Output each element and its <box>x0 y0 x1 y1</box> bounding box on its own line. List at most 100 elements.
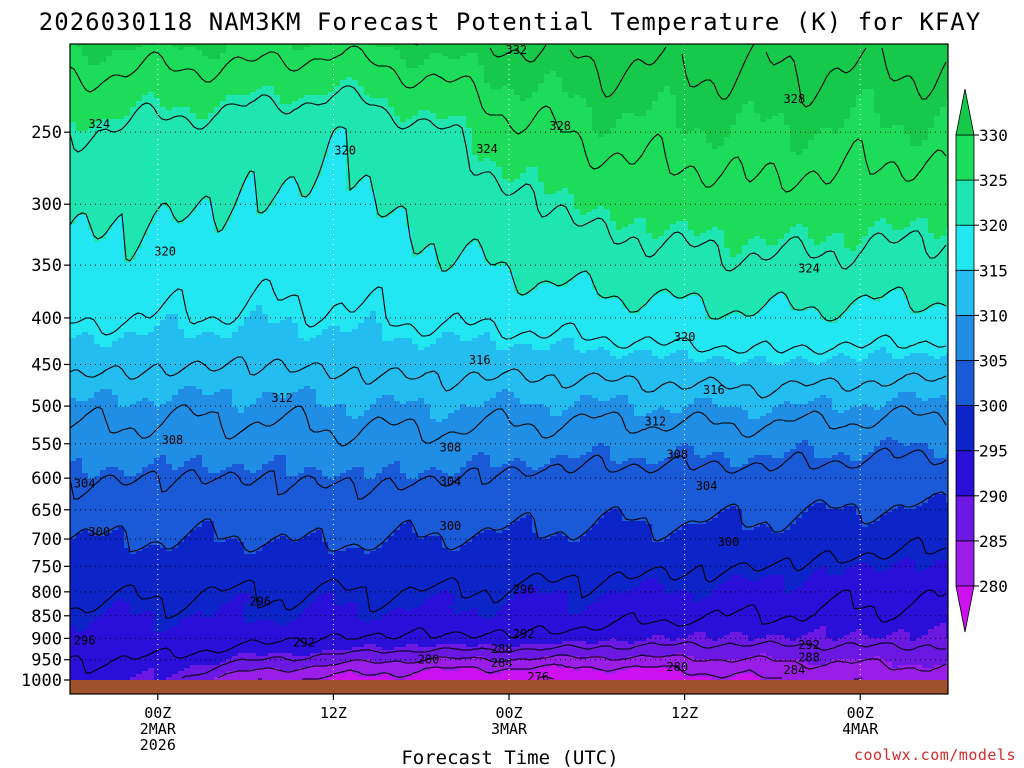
theta-cell <box>262 668 269 681</box>
theta-cell <box>148 464 155 546</box>
theta-cell <box>580 395 587 456</box>
theta-cell <box>244 671 251 681</box>
theta-cell <box>118 50 125 120</box>
theta-cell <box>232 671 239 681</box>
theta-cell <box>604 674 611 681</box>
theta-cell <box>328 326 335 408</box>
theta-cell <box>322 158 329 330</box>
theta-cell <box>208 332 215 396</box>
theta-cell <box>400 473 407 525</box>
theta-cell <box>418 254 425 351</box>
theta-cell <box>556 416 563 456</box>
theta-cell <box>142 671 149 681</box>
theta-cell <box>256 215 263 306</box>
theta-cell <box>772 296 779 366</box>
theta-cell <box>844 635 851 660</box>
y-tick-label: 850 <box>31 607 62 627</box>
theta-cell <box>916 572 923 639</box>
theta-cell <box>760 524 767 579</box>
theta-cell <box>316 44 323 96</box>
theta-cell <box>898 392 905 444</box>
theta-cell <box>658 461 665 543</box>
theta-cell <box>292 179 299 324</box>
theta-cell <box>688 230 695 297</box>
theta-cell <box>760 653 767 681</box>
theta-cell <box>946 353 949 402</box>
theta-cell <box>70 122 77 225</box>
theta-cell <box>106 389 113 468</box>
theta-cell <box>916 638 923 666</box>
theta-cell <box>76 335 83 402</box>
theta-cell <box>682 44 689 135</box>
theta-cell <box>460 545 467 612</box>
contour-label: 308 <box>162 433 184 447</box>
theta-cell <box>160 206 167 321</box>
contour-label: 280 <box>418 653 440 667</box>
theta-cell <box>76 458 83 534</box>
theta-cell <box>76 215 83 336</box>
y-tick-label: 750 <box>31 557 62 577</box>
theta-cell <box>202 119 209 201</box>
theta-cell <box>682 590 689 639</box>
theta-cell <box>82 473 89 531</box>
theta-cell <box>100 44 107 63</box>
theta-cell <box>694 455 701 525</box>
contour-labels: 3323283283243243203203243203163163123123… <box>74 43 820 684</box>
theta-cell <box>544 593 551 645</box>
theta-cell <box>346 650 353 663</box>
theta-cell <box>706 455 713 522</box>
theta-cell <box>358 323 365 417</box>
theta-cell <box>268 44 275 87</box>
theta-cell <box>790 590 797 642</box>
theta-cell <box>886 512 893 570</box>
theta-cell <box>664 44 671 87</box>
theta-cell <box>460 659 467 669</box>
theta-cell <box>814 311 821 366</box>
theta-cell <box>748 530 755 582</box>
y-tick-label: 300 <box>31 195 62 215</box>
theta-cell <box>370 311 377 405</box>
x-tick-label: 12Z <box>320 704 347 722</box>
theta-cell <box>652 296 659 357</box>
theta-cell <box>556 341 563 417</box>
theta-cell <box>784 593 791 639</box>
theta-cell <box>508 44 515 90</box>
theta-cell <box>622 671 629 681</box>
theta-cell <box>892 290 899 360</box>
theta-cell <box>520 671 527 681</box>
theta-cell <box>676 128 683 222</box>
theta-cell <box>172 107 179 222</box>
theta-cell <box>730 677 737 681</box>
theta-cell <box>190 386 197 459</box>
theta-cell <box>592 602 599 645</box>
theta-cell <box>532 92 539 168</box>
theta-cell <box>400 122 407 210</box>
theta-cell <box>946 227 949 309</box>
theta-cell <box>586 530 593 606</box>
theta-cell <box>322 44 329 96</box>
theta-cell <box>622 641 629 660</box>
theta-cell <box>124 116 131 264</box>
theta-cell <box>706 359 713 399</box>
theta-cell <box>688 677 695 681</box>
theta-cell <box>340 551 347 606</box>
theta-cell <box>742 410 749 465</box>
theta-cell <box>298 668 305 681</box>
theta-cell <box>562 656 569 669</box>
theta-cell <box>610 299 617 357</box>
theta-cell <box>94 65 101 123</box>
theta-cell <box>514 647 521 660</box>
theta-cell <box>658 236 665 294</box>
theta-cell <box>496 467 503 534</box>
theta-cell <box>760 416 767 456</box>
theta-cell <box>448 605 455 609</box>
theta-cell <box>586 350 593 396</box>
theta-cell <box>868 452 875 525</box>
theta-cell <box>220 101 227 231</box>
theta-cell <box>928 449 935 498</box>
theta-cell <box>448 644 455 660</box>
theta-cell <box>280 104 287 186</box>
theta-cell <box>802 227 809 312</box>
theta-cell <box>322 665 329 681</box>
theta-cell <box>916 506 923 573</box>
